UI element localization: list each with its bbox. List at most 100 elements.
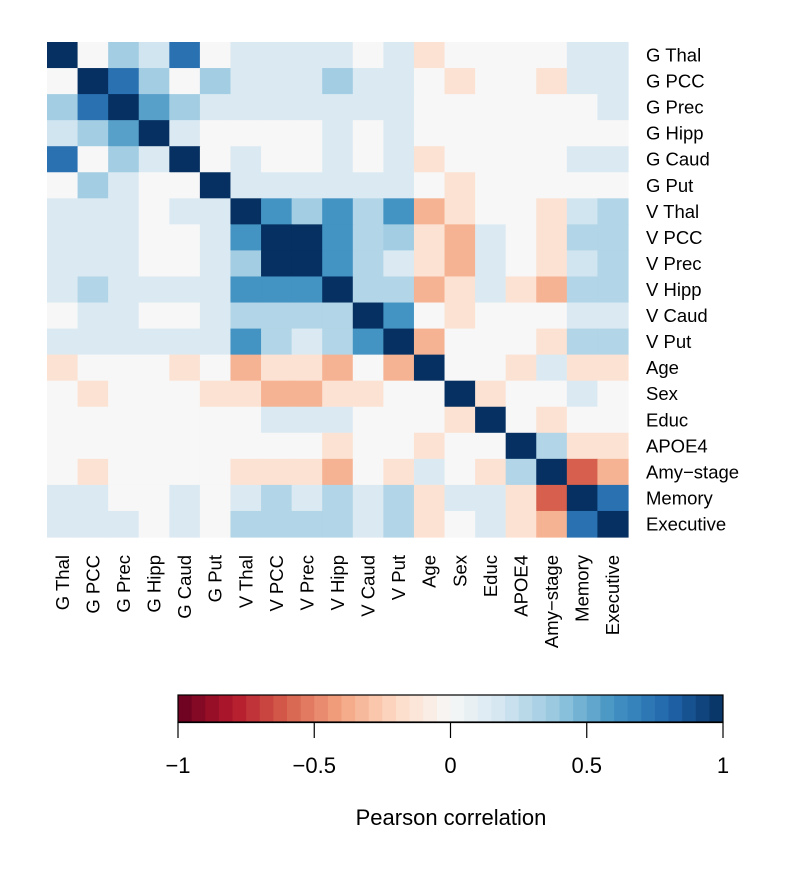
heatmap-cell-apoe4-age bbox=[413, 432, 446, 460]
heatmap-cell-age-g-caud bbox=[169, 354, 201, 382]
heatmap-cell-v-caud-g-prec bbox=[108, 302, 140, 330]
heatmap-cell-g-thal-g-hipp bbox=[138, 42, 170, 69]
heatmap-cell-v-hipp-v-hipp bbox=[322, 276, 354, 304]
heatmap-cell-g-caud-sex bbox=[444, 146, 476, 173]
heatmap-cell-g-pcc-educ bbox=[475, 68, 507, 95]
heatmap-cell-v-pcc-v-thal bbox=[230, 224, 262, 252]
colorbar-segment bbox=[545, 695, 561, 722]
column-label-g-thal: G Thal bbox=[52, 555, 73, 610]
heatmap-cell-sex-v-prec bbox=[291, 380, 323, 408]
heatmap-cell-amy-stage-memory bbox=[566, 458, 599, 486]
heatmap-cell-g-put-v-put bbox=[383, 172, 415, 199]
heatmap-cell-age-v-caud bbox=[352, 354, 384, 382]
heatmap-cell-executive-v-hipp bbox=[322, 510, 354, 538]
heatmap-cell-memory-v-prec bbox=[291, 484, 323, 512]
heatmap-cell-amy-stage-executive bbox=[597, 458, 629, 486]
heatmap-cell-v-prec-v-caud bbox=[352, 250, 384, 278]
heatmap-cell-g-thal-amy-stage bbox=[536, 42, 568, 69]
colorbar-segment bbox=[518, 695, 533, 722]
heatmap-cell-executive-g-hipp bbox=[138, 510, 170, 538]
heatmap-cell-v-thal-g-caud bbox=[169, 198, 201, 225]
row-label-v-pcc: V PCC bbox=[646, 227, 703, 248]
colorbar-segment bbox=[205, 695, 220, 722]
heatmap-cell-memory-g-hipp bbox=[138, 484, 170, 512]
heatmap-cell-educ-g-thal bbox=[47, 406, 79, 434]
heatmap-cell-g-pcc-g-hipp bbox=[138, 68, 170, 95]
heatmap-cell-g-hipp-memory bbox=[566, 120, 599, 147]
column-label-g-hipp: G Hipp bbox=[144, 555, 165, 613]
heatmap-cell-apoe4-amy-stage bbox=[536, 432, 568, 460]
heatmap-cell-amy-stage-g-hipp bbox=[138, 458, 170, 486]
heatmap-cell-v-caud-g-pcc bbox=[77, 302, 109, 330]
heatmap-cell-g-prec-educ bbox=[475, 94, 507, 121]
column-label-v-put: V Put bbox=[388, 555, 409, 600]
colorbar-segment bbox=[654, 695, 670, 722]
heatmap-cell-educ-apoe4 bbox=[505, 406, 537, 434]
heatmap-cell-v-pcc-v-pcc bbox=[261, 224, 293, 252]
heatmap-cell-educ-educ bbox=[475, 406, 507, 434]
heatmap-cell-executive-v-thal bbox=[230, 510, 262, 538]
heatmap-cell-amy-stage-sex bbox=[444, 458, 476, 486]
heatmap-cell-age-v-thal bbox=[230, 354, 262, 382]
colorbar-tick-label: −0.5 bbox=[293, 753, 336, 778]
heatmap-cell-educ-g-prec bbox=[108, 406, 140, 434]
colorbar-segment bbox=[382, 695, 397, 722]
heatmap-cell-v-thal-v-hipp bbox=[322, 198, 354, 225]
heatmap-cell-educ-executive bbox=[597, 406, 629, 434]
column-label-v-hipp: V Hipp bbox=[327, 555, 348, 611]
heatmap-cell-v-prec-g-hipp bbox=[138, 250, 170, 278]
heatmap-cell-apoe4-v-pcc bbox=[261, 432, 293, 460]
heatmap-cell-apoe4-v-caud bbox=[352, 432, 384, 460]
heatmap-cell-v-hipp-g-prec bbox=[108, 276, 140, 304]
heatmap-cell-g-caud-educ bbox=[475, 146, 507, 173]
row-label-g-caud: G Caud bbox=[646, 149, 710, 170]
heatmap-cell-educ-amy-stage bbox=[536, 406, 568, 434]
heatmap-cell-sex-g-pcc bbox=[77, 380, 109, 408]
heatmap-cell-executive-educ bbox=[475, 510, 507, 538]
heatmap-cell-v-put-v-caud bbox=[352, 328, 384, 356]
colorbar-segment bbox=[232, 695, 247, 722]
colorbar-segment bbox=[178, 695, 193, 722]
heatmap-cell-v-pcc-g-put bbox=[199, 224, 232, 252]
heatmap-cell-g-hipp-g-prec bbox=[108, 120, 140, 147]
heatmap-cell-v-put-v-pcc bbox=[261, 328, 293, 356]
heatmap-cell-g-caud-apoe4 bbox=[505, 146, 537, 173]
heatmap-cell-executive-g-pcc bbox=[77, 510, 109, 538]
heatmap-cell-educ-v-caud bbox=[352, 406, 384, 434]
heatmap-cell-sex-amy-stage bbox=[536, 380, 568, 408]
heatmap-cell-executive-age bbox=[413, 510, 446, 538]
heatmap-cell-g-put-v-caud bbox=[352, 172, 384, 199]
heatmap-cell-g-prec-v-prec bbox=[291, 94, 323, 121]
heatmap-cell-educ-v-put bbox=[383, 406, 415, 434]
heatmap-cell-apoe4-v-put bbox=[383, 432, 415, 460]
heatmap-cell-v-hipp-g-hipp bbox=[138, 276, 170, 304]
heatmap-cell-g-prec-memory bbox=[566, 94, 599, 121]
heatmap-cell-g-put-age bbox=[413, 172, 446, 199]
heatmap-cell-memory-v-caud bbox=[352, 484, 384, 512]
colorbar-tick-label: 1 bbox=[717, 753, 729, 778]
heatmap-cell-g-put-g-put bbox=[199, 172, 232, 199]
heatmap-cell-v-prec-v-thal bbox=[230, 250, 262, 278]
heatmap-cell-g-put-sex bbox=[444, 172, 476, 199]
heatmap-cell-v-pcc-memory bbox=[566, 224, 599, 252]
colorbar-segment bbox=[327, 695, 343, 722]
heatmap-cell-g-prec-sex bbox=[444, 94, 476, 121]
heatmap-cell-g-hipp-educ bbox=[475, 120, 507, 147]
heatmap-cell-g-prec-g-hipp bbox=[138, 94, 170, 121]
heatmap-cell-g-put-g-pcc bbox=[77, 172, 109, 199]
heatmap-cell-apoe4-educ bbox=[475, 432, 507, 460]
heatmap-cell-g-caud-g-thal bbox=[47, 146, 79, 173]
colorbar-segment bbox=[627, 695, 642, 722]
heatmap-cell-sex-g-put bbox=[199, 380, 232, 408]
heatmap-cell-executive-g-thal bbox=[47, 510, 79, 538]
heatmap-cell-sex-g-hipp bbox=[138, 380, 170, 408]
heatmap-cell-amy-stage-v-hipp bbox=[322, 458, 354, 486]
heatmap-cell-v-prec-sex bbox=[444, 250, 476, 278]
heatmap-cell-sex-g-prec bbox=[108, 380, 140, 408]
heatmap-cell-memory-memory bbox=[566, 484, 599, 512]
heatmap-cell-v-hipp-sex bbox=[444, 276, 476, 304]
colorbar-segment bbox=[355, 695, 370, 722]
heatmap-cell-amy-stage-v-caud bbox=[352, 458, 384, 486]
column-label-age: Age bbox=[419, 555, 440, 588]
